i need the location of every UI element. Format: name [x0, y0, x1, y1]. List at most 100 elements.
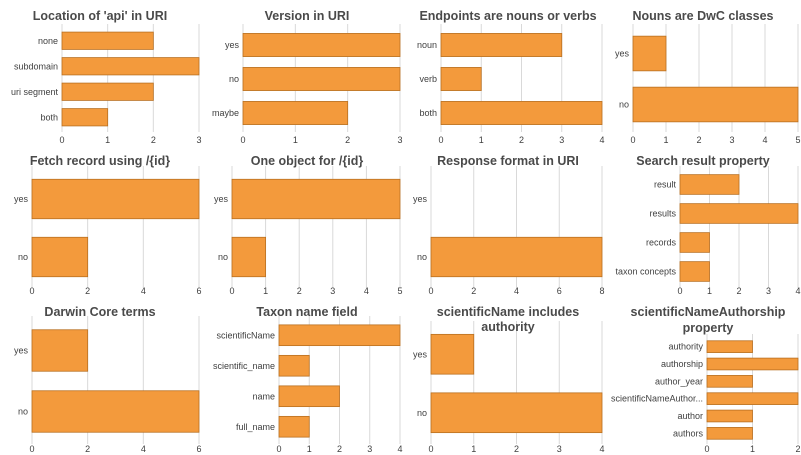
chart-title: property [683, 321, 734, 335]
chart-title: Location of 'api' in URI [33, 9, 167, 23]
tick-label: 0 [276, 444, 281, 454]
chart-panel-1: Location of 'api' in URI none subdomain uri… [11, 9, 202, 145]
tick-label: 1 [471, 444, 476, 454]
bar [31, 236, 89, 278]
tick-label: 1 [263, 286, 268, 296]
chart-panel-5: Fetch record using /{id} yes no 0 2 4 6 [14, 154, 202, 296]
tick-label: 4 [599, 135, 604, 145]
category-label: yes [225, 40, 240, 50]
category-label: no [218, 252, 228, 262]
chart-title: Darwin Core terms [44, 305, 155, 319]
category-label: no [417, 252, 427, 262]
tick-label: 3 [367, 444, 372, 454]
tick-label: 3 [397, 135, 402, 145]
bar [278, 415, 310, 438]
tick-label: 0 [677, 286, 682, 296]
category-label: no [18, 407, 28, 417]
tick-label: 4 [514, 286, 519, 296]
category-label: scientificNameAuthor... [611, 394, 703, 404]
tick-label: 3 [196, 135, 201, 145]
bar [679, 261, 710, 282]
category-label: noun [417, 40, 437, 50]
tick-label: 4 [141, 444, 146, 454]
category-label: subdomain [14, 61, 58, 71]
bar [430, 333, 475, 375]
bar [278, 324, 401, 347]
tick-label: 2 [297, 286, 302, 296]
chart-title: Nouns are DwC classes [632, 9, 773, 23]
bar [632, 86, 799, 123]
tick-label: 0 [29, 444, 34, 454]
chart-title: Version in URI [265, 9, 350, 23]
tick-label: 6 [196, 286, 201, 296]
category-label: yes [14, 194, 29, 204]
category-label: yes [413, 349, 428, 359]
bar [31, 178, 200, 220]
bar [31, 390, 200, 433]
category-label: author [677, 411, 703, 421]
category-label: none [38, 36, 58, 46]
tick-label: 4 [762, 135, 767, 145]
tick-label: 4 [364, 286, 369, 296]
tick-label: 0 [428, 444, 433, 454]
tick-label: 3 [557, 444, 562, 454]
tick-label: 0 [240, 135, 245, 145]
tick-label: 2 [345, 135, 350, 145]
category-label: name [252, 391, 275, 401]
bar [440, 33, 563, 57]
category-label: full_name [236, 422, 275, 432]
bar [242, 33, 401, 57]
bar [440, 101, 603, 125]
category-label: authorship [661, 359, 703, 369]
chart-panel-4: Nouns are DwC classes yes no 0 1 2 3 4 5 [615, 9, 801, 145]
bar [706, 409, 753, 423]
tick-label: 1 [479, 135, 484, 145]
category-label: yes [214, 194, 229, 204]
category-label: results [649, 209, 676, 219]
chart-panel-8: Search result property result results recor… [615, 154, 800, 296]
category-label: no [619, 100, 629, 110]
tick-label: 4 [599, 444, 604, 454]
category-label: author_year [655, 376, 703, 386]
tick-label: 1 [105, 135, 110, 145]
chart-panel-2: Version in URI yes no maybe 0 1 2 3 [212, 9, 403, 145]
bar [61, 108, 109, 127]
category-label: uri segment [11, 87, 59, 97]
bar [706, 392, 799, 405]
tick-label: 0 [59, 135, 64, 145]
chart-title: authority [481, 320, 535, 334]
tick-label: 1 [293, 135, 298, 145]
bar [706, 357, 799, 371]
category-label: maybe [212, 108, 239, 118]
bar [242, 67, 401, 91]
tick-label: 0 [428, 286, 433, 296]
bar [61, 82, 154, 101]
bar [430, 236, 603, 278]
tick-label: 2 [514, 444, 519, 454]
bar [242, 101, 349, 125]
tick-label: 4 [141, 286, 146, 296]
chart-title: One object for /{id} [251, 154, 364, 168]
tick-label: 1 [307, 444, 312, 454]
tick-label: 4 [795, 286, 800, 296]
category-label: scientificName [216, 330, 275, 340]
bar [231, 236, 266, 278]
category-label: both [40, 112, 58, 122]
tick-label: 2 [519, 135, 524, 145]
tick-label: 6 [196, 444, 201, 454]
chart-panel-9: Darwin Core terms yes no 0 2 4 6 [14, 305, 202, 454]
tick-label: 8 [599, 286, 604, 296]
chart-panel-3: Endpoints are nouns or verbs noun verb both… [417, 9, 605, 145]
category-label: scientific_name [213, 361, 275, 371]
tick-label: 2 [151, 135, 156, 145]
bar [231, 178, 401, 220]
category-label: records [646, 238, 677, 248]
category-label: authority [668, 342, 703, 352]
tick-label: 4 [397, 444, 402, 454]
chart-title: Response format in URI [437, 154, 579, 168]
bar [278, 385, 340, 408]
category-label: verb [419, 74, 437, 84]
chart-panel-12: scientificNameAuthorship property authorit… [611, 305, 801, 454]
tick-label: 2 [736, 286, 741, 296]
